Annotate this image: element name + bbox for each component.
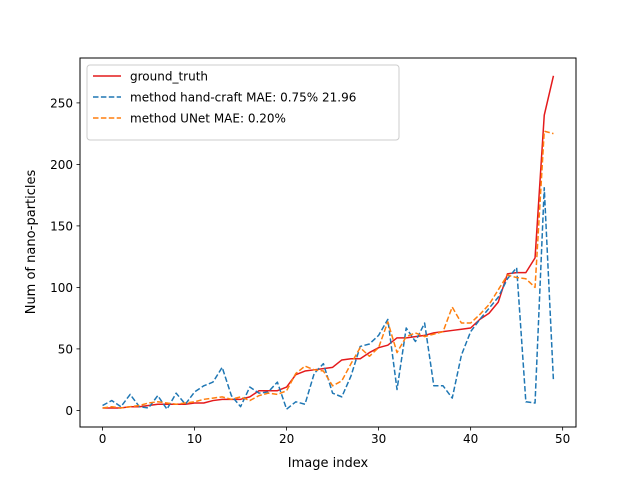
x-tick-label: 20 (279, 432, 294, 446)
y-tick-label: 50 (58, 342, 73, 356)
y-tick-label: 150 (50, 219, 73, 233)
x-axis: 0 10 20 30 40 50 (99, 427, 570, 446)
series-line-3 (102, 130, 554, 409)
y-tick-label: 100 (50, 281, 73, 295)
legend-label: method hand-craft MAE: 0.75% 21.96 (130, 91, 356, 105)
x-tick-label: 10 (187, 432, 202, 446)
x-axis-label: Image index (288, 456, 369, 471)
y-axis-label: Num of nano-particles (24, 169, 39, 314)
series-layer (102, 75, 555, 410)
x-tick-label: 30 (371, 432, 386, 446)
legend-label: ground_truth (130, 70, 208, 84)
legend-box (86, 64, 400, 141)
y-tick-label: 0 (65, 404, 73, 418)
y-tick-label: 250 (50, 96, 73, 110)
y-tick-label: 200 (50, 158, 73, 172)
y-axis: 0 50 100 150 200 250 (50, 96, 80, 418)
x-tick-label: 40 (463, 432, 478, 446)
legend-label: method UNet MAE: 0.20% (130, 112, 286, 126)
plot-frame (79, 57, 577, 428)
x-tick-label: 0 (99, 432, 107, 446)
x-tick-label: 50 (555, 432, 570, 446)
